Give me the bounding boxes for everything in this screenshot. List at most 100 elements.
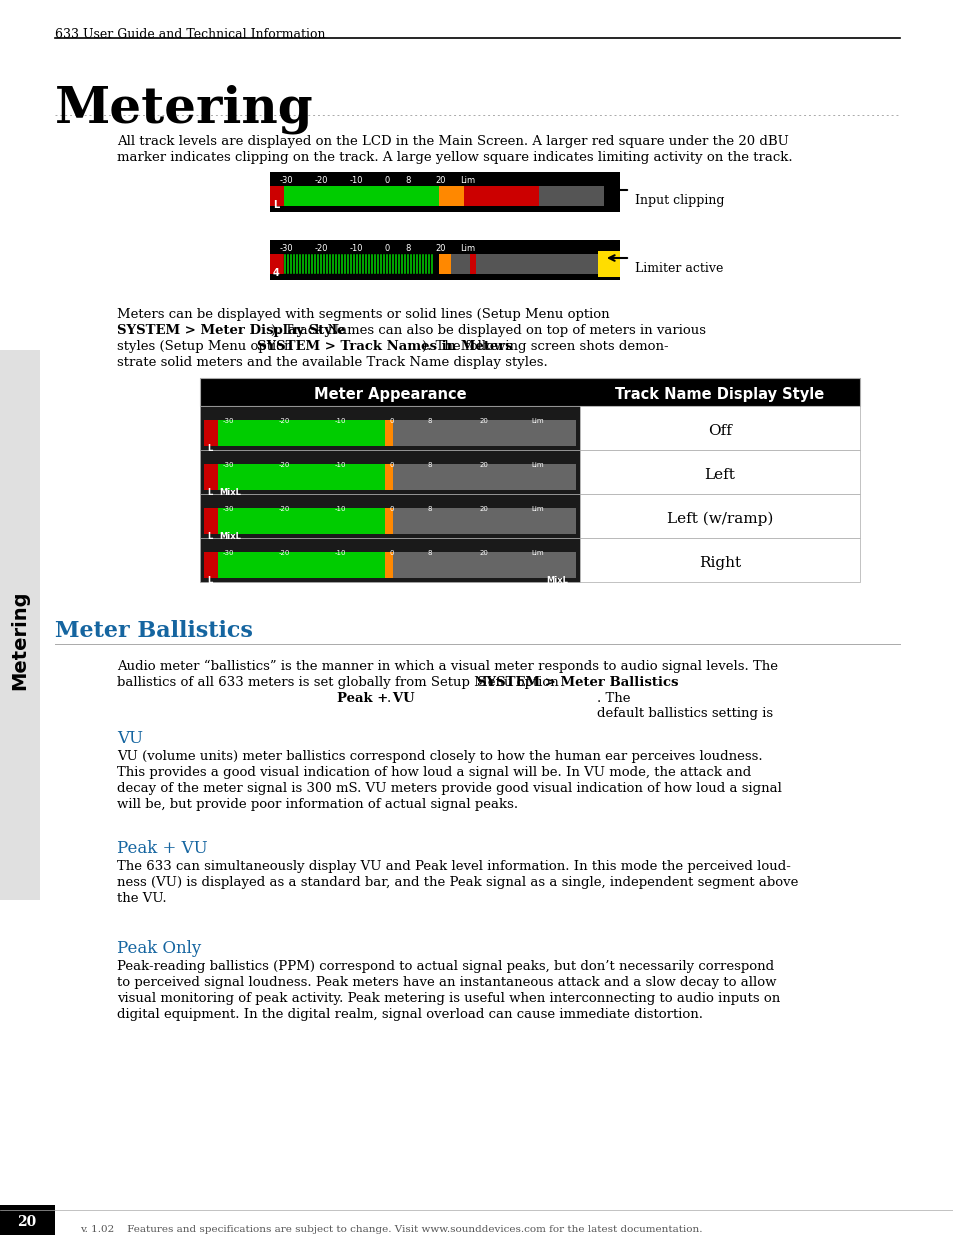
Text: Off: Off — [707, 424, 731, 438]
Bar — [368, 254, 370, 274]
Text: ballistics of all 633 meters is set globally from Setup Menu option: ballistics of all 633 meters is set glob… — [117, 676, 562, 689]
Text: 633 User Guide and Technical Information: 633 User Guide and Technical Information — [55, 28, 325, 41]
Bar — [400, 254, 402, 274]
Bar — [284, 254, 286, 274]
Bar — [270, 186, 284, 206]
Text: Track Name Display Style: Track Name Display Style — [615, 388, 823, 403]
Text: 20: 20 — [478, 417, 488, 424]
Bar — [379, 254, 381, 274]
Text: 8: 8 — [427, 417, 432, 424]
Bar — [200, 538, 579, 582]
Text: Meter Ballistics: Meter Ballistics — [55, 620, 253, 642]
Text: -30: -30 — [222, 550, 233, 556]
Text: SYSTEM > Meter Display Style: SYSTEM > Meter Display Style — [117, 324, 345, 337]
Bar — [393, 420, 576, 446]
Bar — [305, 254, 307, 274]
Text: the VU.: the VU. — [117, 892, 167, 905]
Bar — [361, 254, 364, 274]
Bar — [329, 254, 331, 274]
Text: SYSTEM > Track Names in Meters: SYSTEM > Track Names in Meters — [256, 340, 512, 353]
Bar — [431, 254, 433, 274]
Bar — [270, 240, 619, 280]
Text: L: L — [207, 488, 212, 496]
Bar — [413, 254, 415, 274]
Text: Peak + VU: Peak + VU — [117, 840, 208, 857]
Text: styles (Setup Menu option: styles (Setup Menu option — [117, 340, 296, 353]
Bar — [353, 254, 355, 274]
Text: 0: 0 — [390, 506, 395, 513]
Bar — [316, 254, 318, 274]
Text: 20: 20 — [478, 506, 488, 513]
Bar — [200, 378, 859, 406]
Bar — [385, 552, 393, 578]
Bar — [393, 552, 576, 578]
Bar — [438, 186, 463, 206]
Text: Limiter active: Limiter active — [635, 262, 722, 275]
Bar — [308, 254, 310, 274]
Text: -30: -30 — [222, 462, 233, 468]
Text: -10: -10 — [334, 462, 345, 468]
Text: Left (w/ramp): Left (w/ramp) — [666, 511, 772, 526]
Bar — [204, 508, 218, 534]
Bar — [421, 254, 423, 274]
Text: 8: 8 — [427, 462, 432, 468]
Text: MixL: MixL — [219, 532, 240, 541]
Bar — [270, 254, 284, 274]
Text: 20: 20 — [478, 550, 488, 556]
Text: -10: -10 — [334, 506, 345, 513]
Text: Audio meter “ballistics” is the manner in which a visual meter responds to audio: Audio meter “ballistics” is the manner i… — [117, 659, 778, 673]
Text: Meters can be displayed with segments or solid lines (Setup Menu option: Meters can be displayed with segments or… — [117, 308, 609, 321]
Text: The 633 can simultaneously display VU and Peak level information. In this mode t: The 633 can simultaneously display VU an… — [117, 860, 790, 873]
Text: v. 1.02    Features and specifications are subject to change. Visit www.sounddev: v. 1.02 Features and specifications are … — [80, 1225, 701, 1234]
Text: . The
default ballistics setting is: . The default ballistics setting is — [597, 692, 777, 720]
Bar — [287, 254, 289, 274]
Bar — [407, 254, 409, 274]
Bar — [385, 420, 393, 446]
Bar — [393, 464, 576, 490]
Text: Lim: Lim — [531, 506, 543, 513]
Text: VU: VU — [117, 730, 143, 747]
Text: -20: -20 — [278, 462, 290, 468]
Text: -10: -10 — [334, 417, 345, 424]
Text: Lim: Lim — [531, 462, 543, 468]
Text: Lim: Lim — [459, 177, 475, 185]
Text: -20: -20 — [314, 177, 328, 185]
Bar — [218, 552, 385, 578]
Text: 0: 0 — [390, 462, 395, 468]
Bar — [397, 254, 399, 274]
Bar — [302, 254, 304, 274]
Text: L: L — [207, 576, 212, 585]
Bar — [355, 254, 357, 274]
Bar — [371, 254, 373, 274]
Text: This provides a good visual indication of how loud a signal will be. In VU mode,: This provides a good visual indication o… — [117, 766, 750, 779]
Bar — [470, 254, 476, 274]
Text: Peak-reading ballistics (PPM) correspond to actual signal peaks, but don’t neces: Peak-reading ballistics (PPM) correspond… — [117, 960, 773, 973]
Text: -30: -30 — [222, 506, 233, 513]
Bar — [204, 420, 218, 446]
Text: -10: -10 — [350, 177, 363, 185]
Bar — [298, 254, 301, 274]
Bar — [344, 254, 346, 274]
Text: to perceived signal loudness. Peak meters have an instantaneous attack and a slo: to perceived signal loudness. Peak meter… — [117, 976, 776, 989]
Bar — [418, 254, 420, 274]
Bar — [579, 406, 859, 450]
Text: Input clipping: Input clipping — [635, 194, 723, 207]
Text: All track levels are displayed on the LCD in the Main Screen. A larger red squar: All track levels are displayed on the LC… — [117, 135, 788, 148]
Bar — [428, 254, 430, 274]
Bar — [311, 254, 313, 274]
Text: Right: Right — [699, 556, 740, 571]
Text: 20: 20 — [478, 462, 488, 468]
Bar — [270, 172, 619, 212]
Bar — [204, 464, 218, 490]
Text: 0: 0 — [385, 177, 390, 185]
Bar — [579, 450, 859, 494]
Text: ). Track Names can also be displayed on top of meters in various: ). Track Names can also be displayed on … — [271, 324, 705, 337]
Bar — [293, 254, 294, 274]
Bar — [323, 254, 325, 274]
Bar — [376, 254, 378, 274]
Bar — [410, 254, 412, 274]
Bar — [218, 508, 385, 534]
Text: L: L — [207, 445, 212, 453]
Bar — [538, 186, 603, 206]
Bar — [319, 254, 322, 274]
